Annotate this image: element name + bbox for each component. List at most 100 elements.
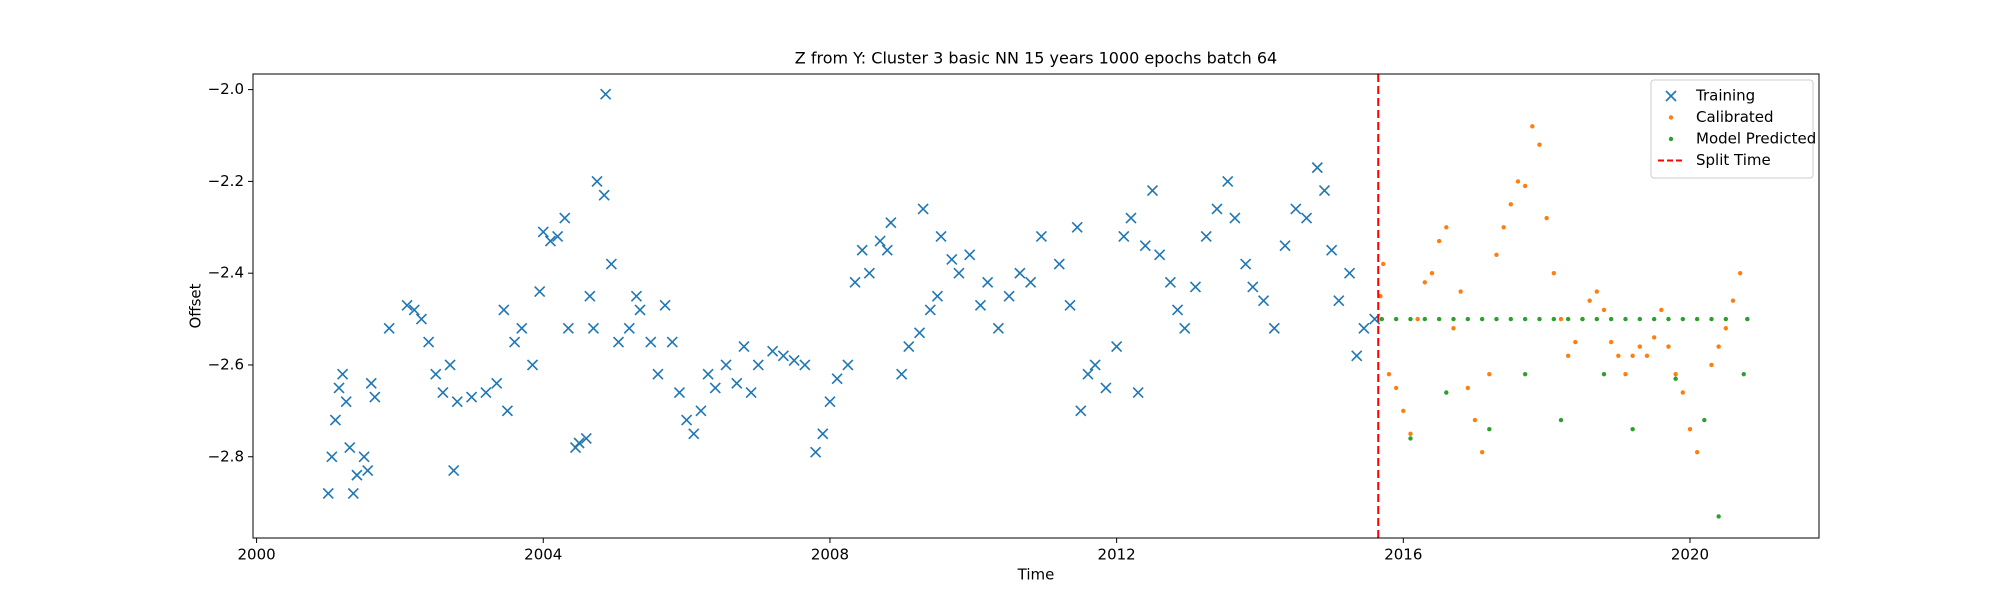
point bbox=[1111, 341, 1123, 353]
legend-label: Split Time bbox=[1696, 151, 1771, 169]
point bbox=[1494, 316, 1499, 322]
point bbox=[974, 299, 987, 311]
point bbox=[1444, 390, 1449, 395]
point bbox=[874, 235, 886, 247]
point bbox=[383, 322, 395, 334]
point bbox=[1146, 185, 1159, 197]
point bbox=[444, 359, 456, 371]
point bbox=[1064, 299, 1076, 311]
point bbox=[591, 175, 603, 187]
point bbox=[1171, 304, 1184, 316]
point bbox=[1154, 249, 1166, 261]
point bbox=[605, 258, 617, 270]
point bbox=[1393, 385, 1399, 391]
point bbox=[1381, 261, 1386, 267]
point bbox=[408, 304, 420, 316]
point bbox=[1300, 212, 1313, 224]
point bbox=[1587, 298, 1592, 303]
point bbox=[1071, 221, 1083, 233]
point bbox=[1551, 270, 1557, 276]
point bbox=[849, 276, 861, 288]
y-tick-label: −2.0 bbox=[208, 80, 244, 98]
point bbox=[1333, 295, 1345, 307]
point bbox=[673, 386, 686, 399]
legend-label: Calibrated bbox=[1696, 108, 1774, 126]
point bbox=[1436, 238, 1442, 244]
legend-label: Model Predicted bbox=[1696, 130, 1816, 148]
point bbox=[340, 396, 352, 408]
point bbox=[1386, 371, 1392, 377]
point bbox=[1558, 417, 1564, 423]
point bbox=[1415, 316, 1420, 322]
point bbox=[1687, 427, 1693, 432]
point bbox=[509, 336, 521, 348]
point bbox=[1501, 225, 1506, 230]
x-tick-label: 2004 bbox=[524, 546, 562, 564]
point bbox=[1279, 240, 1291, 252]
point bbox=[1053, 258, 1065, 270]
point bbox=[1229, 212, 1241, 224]
point bbox=[1378, 293, 1383, 299]
point bbox=[752, 359, 764, 371]
point bbox=[964, 249, 976, 261]
point bbox=[681, 414, 693, 426]
point bbox=[1311, 162, 1323, 174]
point bbox=[1429, 270, 1435, 276]
point bbox=[451, 396, 463, 408]
point bbox=[1494, 252, 1499, 258]
point bbox=[731, 377, 743, 389]
point bbox=[1025, 276, 1037, 288]
point bbox=[1680, 316, 1686, 322]
point bbox=[1125, 212, 1137, 224]
y-axis-label: Offset bbox=[187, 283, 205, 328]
series bbox=[322, 88, 1381, 500]
point bbox=[1651, 316, 1657, 322]
point bbox=[1565, 316, 1571, 322]
x-axis-label: Time bbox=[1017, 566, 1055, 584]
point bbox=[552, 230, 564, 243]
point bbox=[935, 230, 947, 243]
point bbox=[1694, 449, 1700, 455]
point bbox=[415, 313, 427, 325]
point bbox=[1118, 230, 1130, 243]
point bbox=[1211, 203, 1223, 215]
point bbox=[1139, 240, 1151, 252]
point bbox=[1573, 339, 1578, 345]
point bbox=[448, 464, 460, 477]
point bbox=[1479, 449, 1485, 455]
point bbox=[1132, 386, 1144, 399]
point bbox=[580, 432, 592, 444]
x-tick-label: 2016 bbox=[1384, 546, 1422, 564]
point bbox=[1179, 322, 1191, 334]
point bbox=[903, 341, 915, 353]
point bbox=[534, 285, 546, 298]
point bbox=[824, 396, 836, 408]
point bbox=[623, 322, 635, 334]
point bbox=[326, 451, 338, 463]
point bbox=[652, 368, 664, 380]
point bbox=[1530, 124, 1535, 129]
point bbox=[1630, 427, 1635, 432]
point bbox=[1222, 175, 1234, 187]
point bbox=[1003, 290, 1015, 302]
point bbox=[1544, 215, 1549, 221]
point bbox=[322, 487, 334, 500]
point bbox=[1673, 376, 1678, 381]
y-tick-label: −2.6 bbox=[208, 355, 244, 373]
point bbox=[695, 405, 707, 417]
point bbox=[1508, 316, 1514, 322]
x-tick-label: 2012 bbox=[1098, 546, 1136, 564]
point bbox=[917, 203, 929, 215]
point bbox=[924, 304, 936, 316]
point bbox=[1240, 258, 1252, 270]
point bbox=[1709, 316, 1714, 322]
point bbox=[1608, 339, 1614, 345]
point bbox=[480, 386, 492, 399]
point bbox=[1422, 316, 1428, 322]
point bbox=[913, 327, 926, 339]
point bbox=[767, 345, 779, 357]
point bbox=[1580, 316, 1585, 322]
point bbox=[1666, 344, 1671, 349]
point bbox=[491, 377, 503, 389]
point bbox=[881, 244, 893, 256]
